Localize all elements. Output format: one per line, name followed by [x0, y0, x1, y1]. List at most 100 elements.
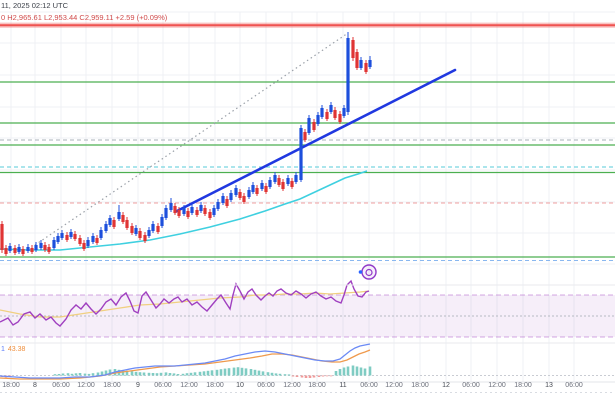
header-datetime: 11, 2025 02:12 UTC — [1, 1, 68, 10]
candle-body — [338, 114, 342, 122]
macd-histogram-bar — [287, 374, 291, 376]
time-axis[interactable]: 18:00 8 06:00 12:00 18:00 9 06:00 12:00 18:00 10 0… — [0, 381, 615, 393]
time-axis-label[interactable]: 18:00 — [411, 382, 429, 389]
candle-body — [56, 236, 60, 242]
candle-body — [65, 235, 69, 240]
dotted-trend-line[interactable] — [34, 32, 349, 246]
time-axis-label[interactable]: 12:00 — [77, 382, 95, 389]
time-axis-label[interactable]: 18:00 — [2, 382, 20, 389]
macd-line-value: 1 — [1, 346, 5, 353]
time-axis-label[interactable]: 06:00 — [462, 382, 480, 389]
time-axis-label[interactable]: 10 — [236, 382, 244, 389]
time-axis-label[interactable]: 18:00 — [103, 382, 121, 389]
macd-histogram-bar — [329, 375, 333, 377]
candle-body — [195, 210, 199, 215]
time-axis-label[interactable]: 12 — [442, 382, 450, 389]
time-axis-label[interactable]: 06:00 — [360, 382, 378, 389]
candle-body — [26, 247, 30, 251]
time-axis-label[interactable]: 18:00 — [308, 382, 326, 389]
chart-header: 11, 2025 02:12 UTC 0 H2,965.61 L2,953.44… — [1, 1, 167, 23]
time-axis-label[interactable]: 06:00 — [257, 382, 275, 389]
candle-body — [21, 249, 25, 254]
candle-body — [91, 236, 95, 242]
time-axis-label[interactable]: 9 — [136, 382, 140, 389]
macd-histogram-bar — [53, 374, 57, 376]
time-axis-label[interactable]: 12:00 — [385, 382, 403, 389]
candle-body — [104, 224, 108, 231]
macd-histogram-bar — [278, 373, 282, 376]
candle-body — [290, 181, 294, 187]
candle-body — [99, 230, 103, 238]
macd-histogram-bar — [159, 372, 163, 376]
time-axis-label[interactable]: 12:00 — [283, 382, 301, 389]
macd-histogram-bar — [317, 375, 321, 377]
rsi-line[interactable] — [0, 279, 370, 327]
candle-body — [299, 128, 303, 180]
candle-body — [286, 178, 290, 184]
candle-body — [73, 234, 77, 239]
candle-body — [368, 60, 372, 67]
time-axis-label[interactable]: 12:00 — [180, 382, 198, 389]
time-axis-label[interactable]: 12:00 — [488, 382, 506, 389]
macd-signal-value: 43.38 — [7, 346, 26, 353]
cyan-ma-line[interactable] — [0, 170, 368, 251]
macd-histogram-bar — [325, 375, 329, 377]
candle-body — [234, 188, 238, 195]
candle-body — [268, 180, 272, 187]
candle-body — [160, 217, 164, 226]
candle-body — [342, 108, 346, 116]
macd-histogram-bar — [334, 371, 338, 376]
time-axis-label[interactable]: 18:00 — [514, 382, 532, 389]
macd-histogram-bar — [125, 370, 129, 376]
time-axis-label[interactable]: 8 — [33, 382, 37, 389]
candle-body — [355, 52, 359, 68]
candle-body — [4, 248, 8, 254]
macd-histogram-bar — [359, 367, 363, 376]
macd-histogram-bar — [61, 373, 65, 376]
macd-histogram-bar — [121, 370, 125, 376]
candle-body — [329, 105, 333, 112]
time-axis-label[interactable]: 13 — [545, 382, 553, 389]
candle-body — [117, 212, 121, 219]
candle-body — [312, 122, 316, 130]
candle-body — [147, 230, 151, 236]
annotation-anchor-dot[interactable] — [358, 270, 363, 274]
blue-trend-line[interactable] — [173, 68, 457, 214]
candle-body — [273, 175, 277, 182]
macd-histogram-bar — [210, 370, 214, 376]
macd-histogram-bar — [172, 373, 176, 376]
macd-histogram-bar — [219, 369, 223, 376]
macd-histogram-bar — [206, 370, 210, 376]
macd-histogram-bar — [351, 365, 355, 376]
candle-body — [281, 182, 285, 189]
candle-body — [151, 224, 155, 231]
candle-body — [17, 247, 21, 252]
candle-body — [0, 224, 4, 250]
macd-histogram-bar — [236, 367, 240, 376]
macd-histogram-bar — [151, 373, 155, 376]
macd-histogram-bar — [176, 374, 180, 376]
time-axis-label[interactable]: 06:00 — [52, 382, 70, 389]
macd-histogram-bar — [232, 367, 236, 376]
time-axis-label[interactable]: 06:00 — [154, 382, 172, 389]
macd-histogram-bar — [283, 374, 287, 376]
macd-histogram-bar — [134, 371, 138, 376]
candle-body — [43, 245, 47, 250]
candle-body — [138, 231, 142, 238]
macd-line[interactable] — [0, 343, 371, 379]
time-axis-label[interactable]: 06:00 — [565, 382, 583, 389]
candle-body — [177, 210, 181, 216]
macd-histogram-bar — [257, 370, 261, 376]
macd-histogram-bar — [100, 371, 104, 376]
macd-histogram-bar — [87, 373, 91, 376]
macd-histogram-bar — [130, 371, 134, 376]
macd-histogram-bar — [147, 372, 151, 376]
rsi-ma-line[interactable] — [0, 290, 370, 318]
candlesticks[interactable] — [0, 32, 372, 256]
time-axis-label[interactable]: 11 — [339, 382, 347, 389]
macd-histogram-bar — [185, 373, 189, 376]
time-axis-label[interactable]: 18:00 — [206, 382, 224, 389]
circle-drawing-annotation[interactable] — [361, 264, 377, 280]
